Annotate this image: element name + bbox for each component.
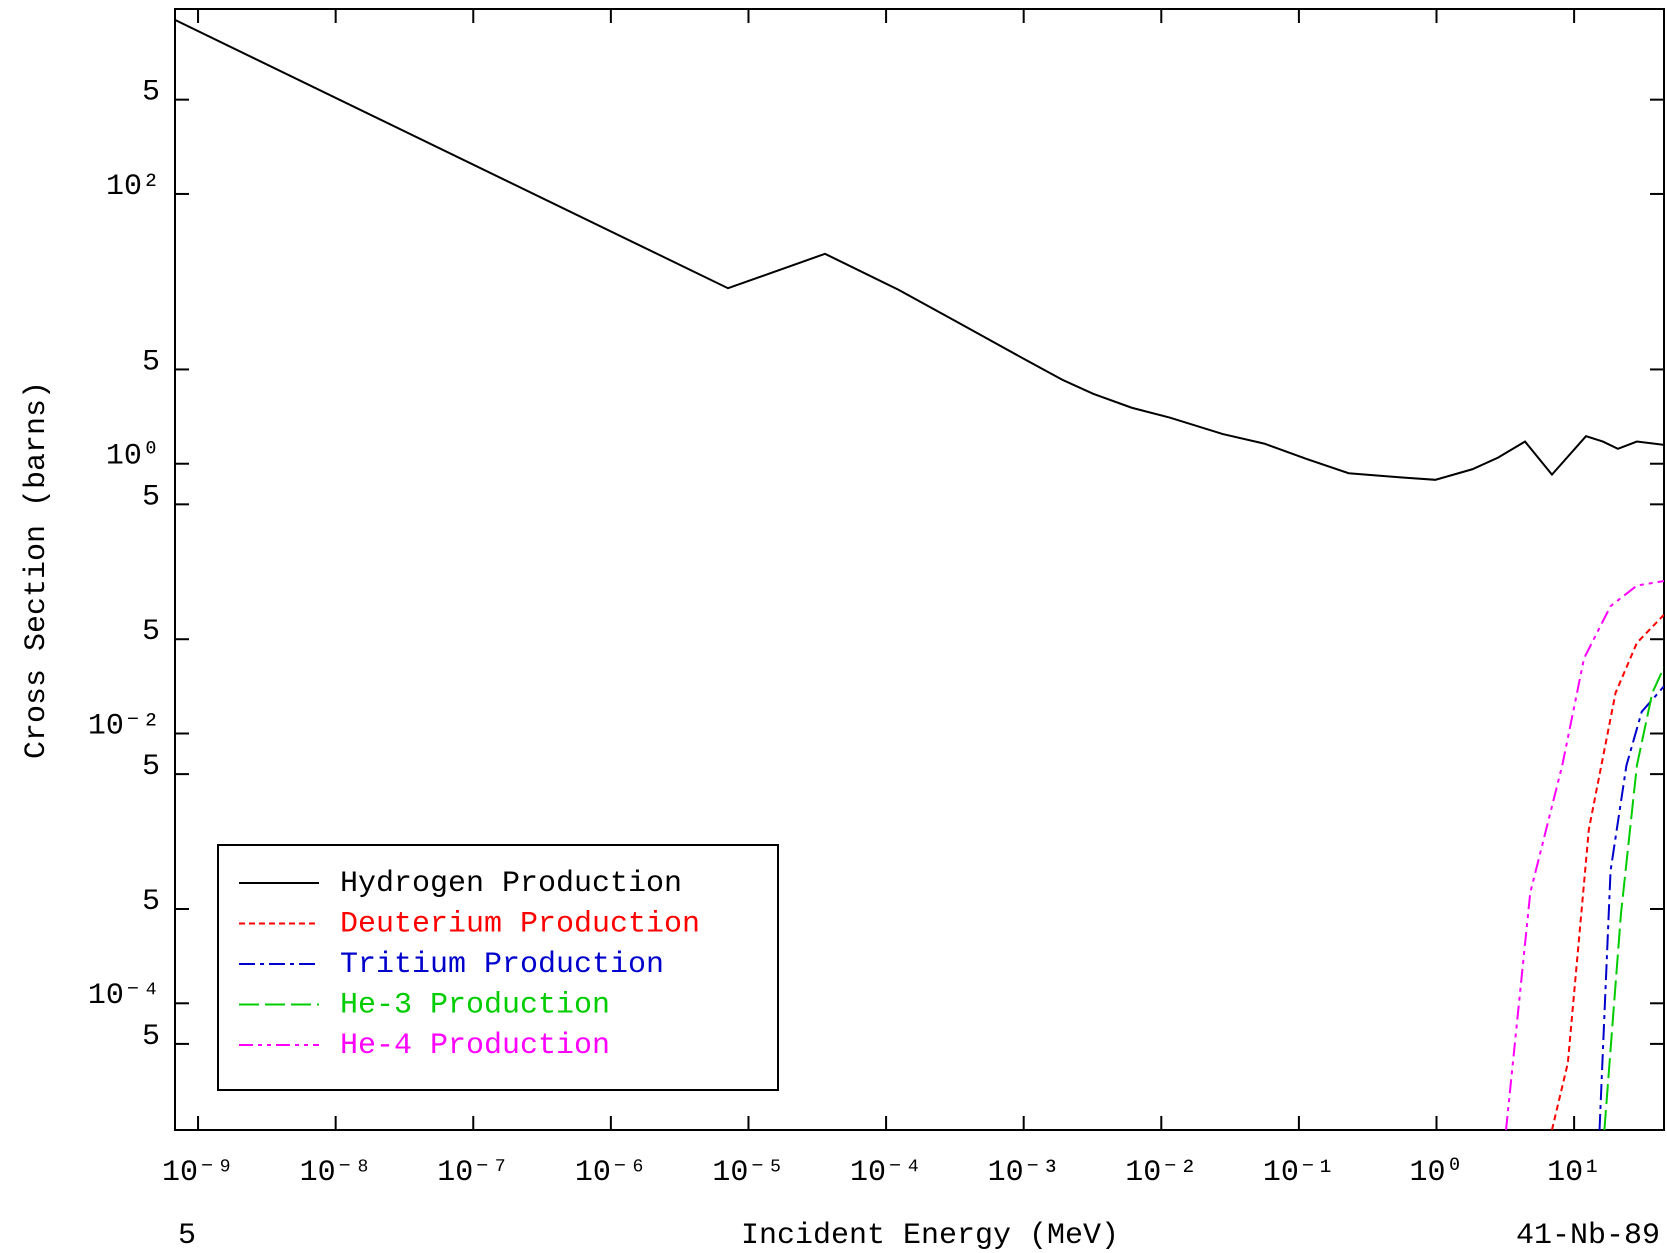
- legend-label: Deuterium Production: [340, 907, 700, 941]
- legend-box: [217, 844, 779, 1091]
- x-tick-label: 10⁻⁸: [300, 1156, 372, 1190]
- x-axis-label: Incident Energy (MeV): [741, 1219, 1119, 1253]
- plot-area: [175, 19, 1664, 1130]
- x-tick-label: 10⁰: [1409, 1156, 1463, 1190]
- series-line: [1505, 580, 1664, 1130]
- y-tick-label: 5: [142, 345, 160, 379]
- y-tick-label: 10⁻²: [88, 709, 160, 743]
- y-tick-label: 10⁰: [106, 440, 160, 474]
- series-line: [1603, 666, 1664, 1130]
- footer-right: 41-Nb-89: [1516, 1219, 1660, 1253]
- x-tick-label: 10⁻⁹: [162, 1156, 234, 1190]
- series-line: [1550, 614, 1664, 1130]
- y-tick-label: 5: [142, 750, 160, 784]
- series-line: [175, 19, 1664, 481]
- x-tick-label: 10⁻⁴: [850, 1156, 922, 1190]
- x-tick-label: 10⁻¹: [1263, 1156, 1335, 1190]
- footer-left: 5: [178, 1219, 196, 1253]
- x-tick-label: 10¹: [1547, 1156, 1601, 1190]
- legend-label: Tritium Production: [340, 948, 664, 982]
- y-tick-label: 5: [142, 615, 160, 649]
- x-tick-label: 10⁻²: [1125, 1156, 1197, 1190]
- y-tick-label: 5: [142, 1020, 160, 1054]
- x-tick-label: 10⁻³: [988, 1156, 1060, 1190]
- legend-label: Hydrogen Production: [340, 867, 682, 901]
- x-tick-label: 10⁻⁷: [437, 1156, 509, 1190]
- x-tick-label: 10⁻⁵: [712, 1156, 784, 1190]
- y-tick-label: 5: [142, 885, 160, 919]
- plot-frame: [174, 8, 1665, 1131]
- legend-label: He-3 Production: [340, 988, 610, 1022]
- y-tick-label: 10²: [106, 170, 160, 204]
- x-tick-label: 10⁻⁶: [575, 1156, 647, 1190]
- y-tick-label: 5: [142, 76, 160, 110]
- legend-label: He-4 Production: [340, 1029, 610, 1063]
- y-axis-label: Cross Section (barns): [20, 381, 54, 759]
- y-tick-label: 5: [142, 480, 160, 514]
- y-tick-label: 10⁻⁴: [88, 979, 160, 1013]
